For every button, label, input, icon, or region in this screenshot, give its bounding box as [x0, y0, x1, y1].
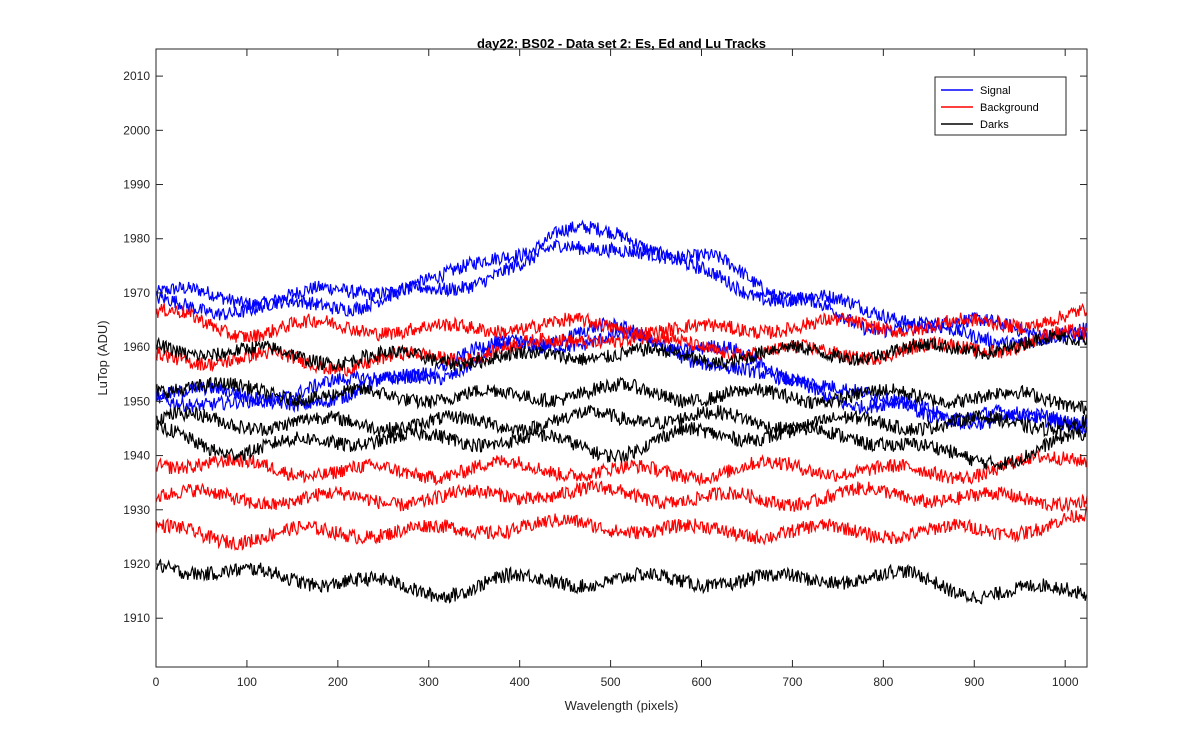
y-tick-label: 1920 [123, 557, 150, 571]
legend-label-darks: Darks [980, 119, 1009, 131]
y-tick-label: 1990 [123, 178, 150, 192]
series-line-darks-12 [155, 404, 1088, 439]
x-tick-label: 100 [237, 675, 257, 689]
x-tick-label: 700 [782, 675, 802, 689]
series-line-signal-1 [155, 219, 1088, 343]
y-axis-label: LuTop (ADU) [95, 320, 110, 395]
y-tick-label: 2010 [123, 69, 150, 83]
x-tick-label: 400 [510, 675, 530, 689]
series-line-signal-2 [155, 238, 1088, 353]
x-tick-label: 900 [964, 675, 984, 689]
y-tick-label: 1960 [123, 340, 150, 354]
plot-area [156, 49, 1087, 667]
series-line-darks-14 [155, 558, 1088, 605]
plot-frame [155, 48, 1088, 668]
series-layer [155, 219, 1088, 605]
y-axis: 1910 1920 1930 1940 1950 1960 1970 1980 1990 2000… [123, 69, 1087, 625]
y-tick-label: 1970 [123, 286, 150, 300]
series-line-darks-11 [155, 376, 1088, 416]
series-line-darks-13 [155, 419, 1088, 470]
y-tick-label: 2000 [123, 123, 150, 137]
x-tick-label: 300 [419, 675, 439, 689]
y-tick-label: 1950 [123, 394, 150, 408]
x-tick-label: 1000 [1052, 675, 1079, 689]
y-tick-label: 1930 [123, 503, 150, 517]
y-tick-label: 1940 [123, 449, 150, 463]
y-tick-label: 1980 [123, 232, 150, 246]
legend-box [934, 76, 1067, 136]
series-line-signal-4 [155, 316, 1088, 432]
legend: Signal Background Darks [934, 76, 1067, 136]
x-tick-label: 500 [601, 675, 621, 689]
x-axis: 0 100 200 300 400 500 600 700 800 900 1000 [153, 49, 1079, 689]
series-line-background-9 [155, 505, 1088, 551]
y-tick-label: 1910 [123, 611, 150, 625]
chart-title: day22: BS02 - Data set 2: Es, Ed and Lu … [477, 36, 766, 51]
series-line-background-8 [155, 479, 1088, 513]
x-tick-label: 600 [691, 675, 711, 689]
x-tick-label: 0 [153, 675, 160, 689]
x-tick-label: 200 [328, 675, 348, 689]
x-axis-label: Wavelength (pixels) [565, 698, 679, 713]
legend-label-background: Background [980, 102, 1039, 114]
legend-label-signal: Signal [980, 85, 1011, 97]
series-line-darks-10 [155, 329, 1088, 372]
series-line-background-5 [155, 302, 1088, 343]
x-tick-label: 800 [873, 675, 893, 689]
